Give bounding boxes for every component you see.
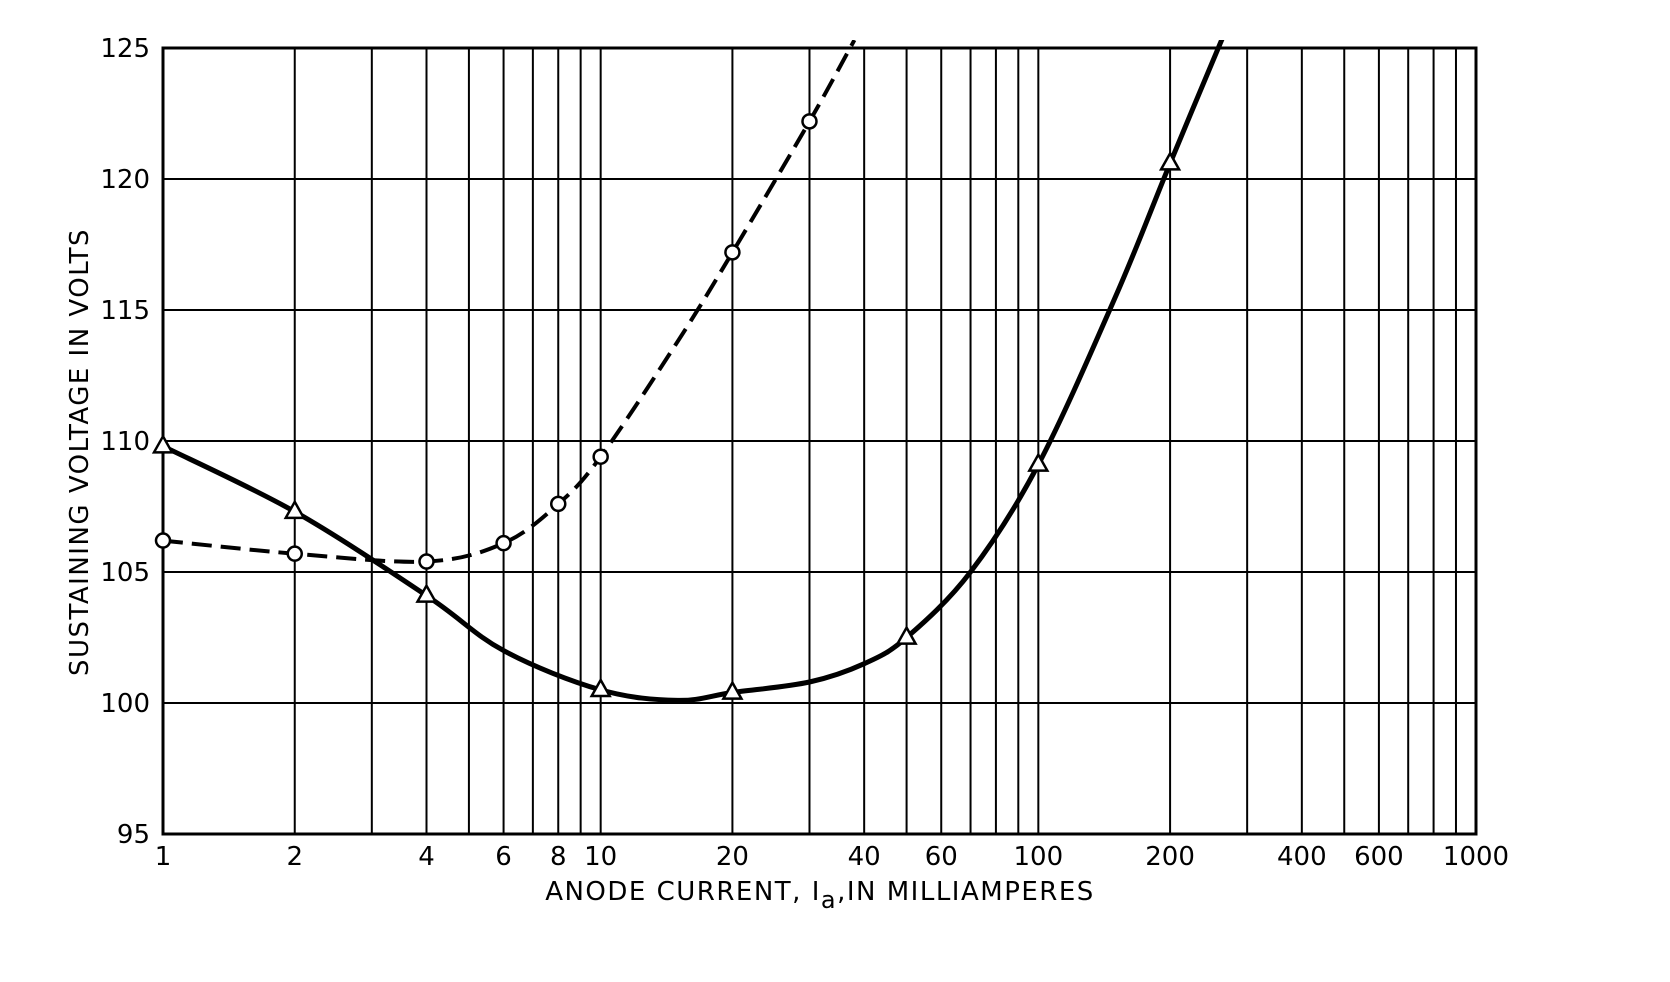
x-tick-label: 10 [584, 842, 617, 872]
data-point-triangle [1158, 150, 1182, 171]
markers [151, 113, 1182, 700]
y-tick-label: 120 [100, 165, 150, 195]
x-tick-label: 200 [1145, 842, 1195, 872]
data-point-triangle [589, 677, 612, 698]
data-point-triangle [415, 583, 438, 603]
data-point-triangle [895, 625, 918, 645]
y-tick-label: 105 [100, 558, 150, 588]
y-axis-title: SUSTAINING VOLTAGE IN VOLTS [65, 228, 95, 676]
data-point-triangle [721, 680, 744, 700]
data-point-circle [550, 495, 567, 513]
x-tick-label: 1 [155, 842, 172, 872]
x-tick-label: 2 [286, 842, 303, 872]
data-point-circle [418, 553, 435, 570]
data-point-circle [592, 448, 609, 465]
x-axis-title-suffix: ,IN MILLIAMPERES [837, 877, 1095, 907]
x-tick-labels: 1 2 4 6 8 10 20 40 60 100 200 400 600 1000 [155, 842, 1509, 872]
y-tick-labels: 95 100 105 110 115 120 125 [100, 34, 150, 850]
series-line-dashed [162, 40, 857, 564]
data-point-circle [286, 545, 304, 562]
data-point-triangle [1027, 452, 1050, 472]
x-tick-label: 100 [1014, 842, 1064, 872]
data-point-circle [801, 113, 818, 130]
y-tick-label: 110 [100, 427, 150, 457]
y-tick-label: 100 [100, 689, 150, 719]
data-point-circle [724, 244, 741, 261]
x-tick-label: 4 [418, 842, 435, 872]
x-tick-label: 6 [495, 842, 512, 872]
data-point-circle [495, 534, 512, 552]
x-tick-label: 40 [848, 842, 881, 872]
y-tick-label: 95 [117, 820, 150, 850]
x-axis-title: ANODE CURRENT, Ia,IN MILLIAMPERES [545, 877, 1095, 914]
series [161, 40, 1225, 703]
y-tick-label: 115 [100, 296, 150, 326]
x-tick-label: 400 [1277, 842, 1327, 872]
grid [163, 48, 1476, 834]
x-tick-label: 8 [550, 842, 567, 872]
x-axis-title-main: ANODE CURRENT, I [545, 877, 821, 907]
data-point-circle [154, 532, 172, 549]
series-line-solid [161, 40, 1225, 703]
data-point-triangle [283, 499, 306, 520]
x-tick-label: 60 [925, 842, 958, 872]
x-tick-label: 1000 [1443, 842, 1509, 872]
x-tick-label: 600 [1354, 842, 1404, 872]
data-point-triangle [151, 433, 175, 454]
y-tick-label: 125 [100, 34, 150, 64]
x-axis-title-subscript: a [821, 886, 837, 914]
x-tick-label: 20 [716, 842, 749, 872]
